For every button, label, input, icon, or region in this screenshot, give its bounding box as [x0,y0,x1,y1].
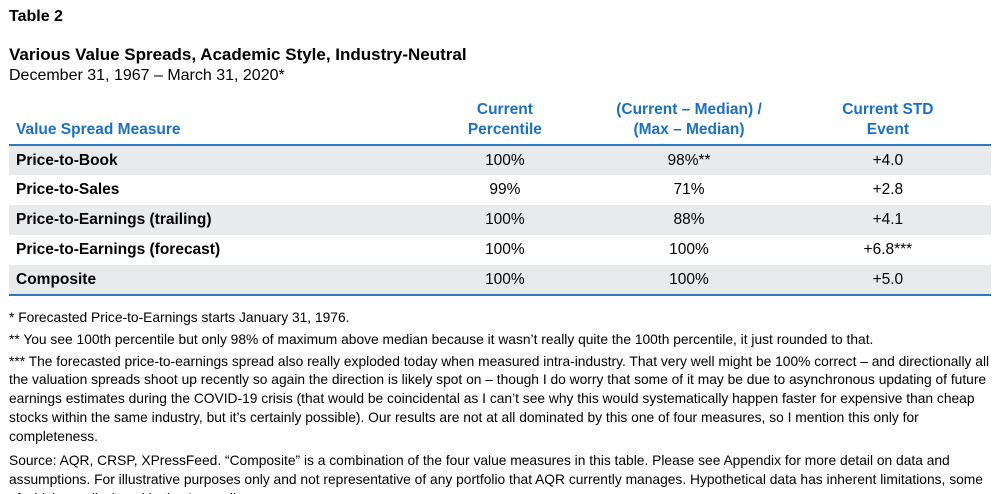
measure-label: Price-to-Earnings (trailing) [16,211,212,229]
table-label: Table 2 [9,8,63,25]
table-subtitle: December 31, 1967 – March 31, 2020* [9,67,285,84]
source-note: Source: AQR, CRSP, XPressFeed. “Composit… [9,453,983,494]
col-header-current-percentile: Current Percentile [416,100,594,147]
table-row-price-to-earnings-trailing: Price-to-Earnings (trailing) 100% 88% +4… [9,205,991,236]
table-header-row: Value Spread Measure Current Percentile … [9,100,991,147]
table-row-composite: Composite 100% 100% +5.0 [9,265,991,297]
current-percentile-value: 100% [416,265,594,297]
value-spreads-table: Value Spread Measure Current Percentile … [9,100,991,297]
current-percentile-value: 100% [485,211,525,229]
current-median-ratio-value: 100% [593,265,785,297]
col-header-value-spread-measure: Value Spread Measure [9,100,417,147]
current-std-event-value: +6.8*** [863,241,913,259]
footnote-forecast-start: * Forecasted Price-to-Earnings starts Ja… [9,310,350,326]
table-row-price-to-book: Price-to-Book 100% 98%** +4.0 [9,145,991,176]
measure-label: Price-to-Book [16,151,118,169]
current-std-event-value: +2.8 [872,181,904,199]
table-title: Various Value Spreads, Academic Style, I… [9,45,467,64]
current-median-ratio-value: 100% [669,241,709,259]
current-percentile-value: 100% [485,151,525,169]
current-median-ratio-value: 88% [673,211,705,229]
current-std-event-value: +4.1 [872,211,904,229]
measure-label: Composite [9,265,417,297]
table-row-price-to-sales: Price-to-Sales 99% 71% +2.8 [9,175,991,205]
measure-label: Price-to-Earnings (forecast) [16,241,221,259]
footnotes-block: * Forecasted Price-to-Earnings starts Ja… [9,309,991,494]
footnote-covid-caveat: *** The forecasted price-to-earnings spr… [9,353,990,444]
table-row-price-to-earnings-forecast: Price-to-Earnings (forecast) 100% 100% +… [9,235,991,265]
current-percentile-value: 99% [489,181,521,199]
footnote-rounding: ** You see 100th percentile but only 98%… [9,331,874,347]
current-percentile-value: 100% [485,241,525,259]
col-header-current-median-ratio: (Current – Median) / (Max – Median) [593,100,785,147]
col-header-current-std-event: Current STD Event [784,100,991,147]
measure-label: Price-to-Sales [16,181,120,199]
current-std-event-value: +4.0 [872,151,904,169]
current-std-event-value: +5.0 [784,265,991,297]
current-median-ratio-value: 98%** [667,151,711,169]
current-median-ratio-value: 71% [673,181,705,199]
